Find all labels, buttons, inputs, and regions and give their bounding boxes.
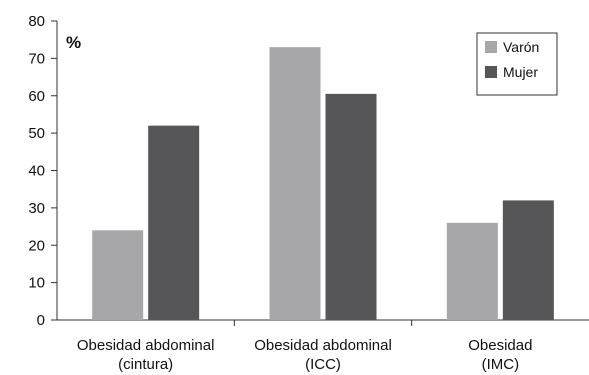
y-tick-label: 0: [37, 312, 45, 329]
category-label: Obesidad: [468, 337, 532, 354]
unit-label: %: [66, 33, 81, 52]
y-tick-label: 80: [28, 13, 45, 30]
y-tick-label: 30: [28, 200, 45, 217]
bar-mujer-3: [502, 200, 554, 320]
bar-varn-2: [269, 47, 321, 320]
y-tick-label: 20: [28, 237, 45, 254]
bar-varn-3: [446, 222, 498, 320]
bars: [92, 47, 554, 321]
category-label: (IMC): [482, 356, 520, 373]
bar-mujer-2: [325, 93, 377, 320]
category-label: (cintura): [118, 356, 173, 373]
category-label: Obesidad abdominal: [77, 337, 215, 354]
y-tick-label: 60: [28, 88, 45, 105]
y-tick-label: 10: [28, 275, 45, 292]
y-tick-label: 50: [28, 125, 45, 142]
y-tick-label: 40: [28, 163, 45, 180]
legend-swatch: [485, 66, 497, 78]
y-tick-label: 70: [28, 50, 45, 67]
legend-swatch: [485, 41, 497, 53]
category-label: (ICC): [305, 356, 341, 373]
bar-varn-1: [92, 230, 144, 320]
legend-label: Varón: [503, 39, 539, 55]
legend: Varón Mujer: [476, 32, 558, 96]
bar-mujer-1: [148, 125, 200, 321]
category-labels: Obesidad abdominal (cintura) Obesidad abdo…: [77, 337, 533, 373]
category-label: Obesidad abdominal: [254, 337, 392, 354]
legend-label: Mujer: [503, 64, 538, 80]
axes: 0 10 20 30 40 50 60 70 80: [28, 13, 589, 329]
